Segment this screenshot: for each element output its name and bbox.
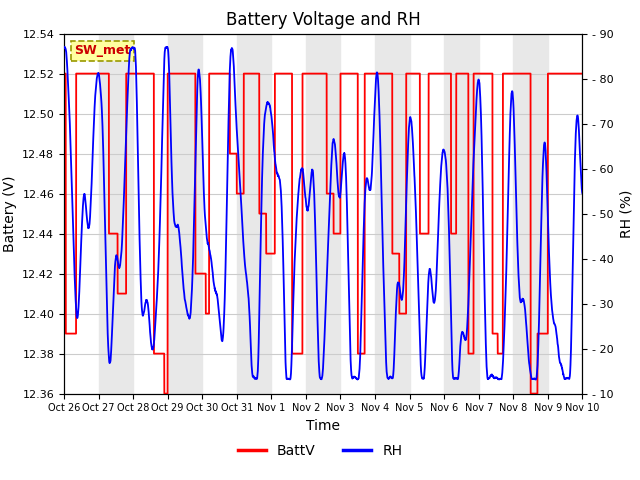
Bar: [444, 34, 479, 394]
Bar: [375, 34, 410, 394]
Bar: [99, 34, 133, 394]
Title: Battery Voltage and RH: Battery Voltage and RH: [226, 11, 420, 29]
Bar: [306, 34, 340, 394]
Bar: [237, 34, 271, 394]
Bar: [513, 34, 548, 394]
Text: SW_met: SW_met: [74, 44, 131, 58]
Y-axis label: RH (%): RH (%): [620, 190, 634, 238]
Legend: BattV, RH: BattV, RH: [232, 438, 408, 464]
Y-axis label: Battery (V): Battery (V): [3, 175, 17, 252]
X-axis label: Time: Time: [306, 419, 340, 433]
Bar: [168, 34, 202, 394]
